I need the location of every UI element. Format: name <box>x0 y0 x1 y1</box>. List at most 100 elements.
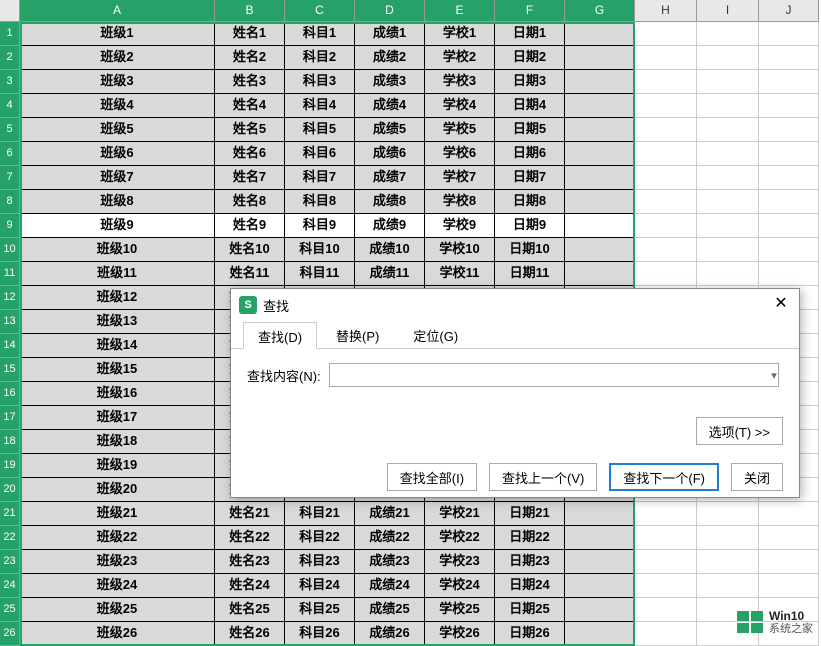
cell[interactable] <box>697 22 759 46</box>
cell[interactable]: 成绩7 <box>355 166 425 190</box>
cell[interactable]: 姓名3 <box>215 70 285 94</box>
cell[interactable]: 班级16 <box>20 382 215 406</box>
cell[interactable] <box>635 46 697 70</box>
cell[interactable]: 姓名4 <box>215 94 285 118</box>
cell[interactable] <box>635 622 697 646</box>
cell[interactable]: 日期26 <box>495 622 565 646</box>
row-header[interactable]: 5 <box>0 118 20 142</box>
row-header[interactable]: 22 <box>0 526 20 550</box>
row-header[interactable]: 6 <box>0 142 20 166</box>
row-header[interactable]: 4 <box>0 94 20 118</box>
cell[interactable]: 日期7 <box>495 166 565 190</box>
find-next-button[interactable]: 查找下一个(F) <box>609 463 719 491</box>
row-header[interactable]: 20 <box>0 478 20 502</box>
cell[interactable]: 学校11 <box>425 262 495 286</box>
cell[interactable]: 学校6 <box>425 142 495 166</box>
cell[interactable] <box>565 46 635 70</box>
col-header-I[interactable]: I <box>697 0 759 22</box>
cell[interactable]: 姓名6 <box>215 142 285 166</box>
cell[interactable]: 学校10 <box>425 238 495 262</box>
cell[interactable] <box>635 238 697 262</box>
tab-定位(G)[interactable]: 定位(G) <box>398 321 473 348</box>
cell[interactable]: 学校23 <box>425 550 495 574</box>
cell[interactable]: 班级21 <box>20 502 215 526</box>
cell[interactable]: 成绩2 <box>355 46 425 70</box>
cell[interactable]: 学校2 <box>425 46 495 70</box>
cell[interactable]: 学校21 <box>425 502 495 526</box>
cell[interactable] <box>565 22 635 46</box>
cell[interactable]: 姓名8 <box>215 190 285 214</box>
cell[interactable]: 班级12 <box>20 286 215 310</box>
cell[interactable] <box>565 190 635 214</box>
cell[interactable]: 班级26 <box>20 622 215 646</box>
cell[interactable]: 科目8 <box>285 190 355 214</box>
row-header[interactable]: 18 <box>0 430 20 454</box>
col-header-D[interactable]: D <box>355 0 425 22</box>
cell[interactable]: 科目10 <box>285 238 355 262</box>
cell[interactable]: 科目4 <box>285 94 355 118</box>
cell[interactable]: 日期21 <box>495 502 565 526</box>
cell[interactable] <box>635 574 697 598</box>
cell[interactable] <box>697 574 759 598</box>
cell[interactable] <box>759 502 819 526</box>
col-header-G[interactable]: G <box>565 0 635 22</box>
cell[interactable] <box>565 574 635 598</box>
chevron-down-icon[interactable]: ▾ <box>765 369 783 382</box>
cell[interactable]: 科目7 <box>285 166 355 190</box>
options-button[interactable]: 选项(T) >> <box>696 417 783 445</box>
cell[interactable]: 科目3 <box>285 70 355 94</box>
row-header[interactable]: 24 <box>0 574 20 598</box>
cell[interactable] <box>697 262 759 286</box>
cell[interactable]: 学校26 <box>425 622 495 646</box>
cell[interactable]: 科目11 <box>285 262 355 286</box>
cell[interactable]: 成绩5 <box>355 118 425 142</box>
cell[interactable]: 日期1 <box>495 22 565 46</box>
cell[interactable]: 科目22 <box>285 526 355 550</box>
cell[interactable]: 成绩8 <box>355 190 425 214</box>
row-header[interactable]: 15 <box>0 358 20 382</box>
cell[interactable] <box>565 550 635 574</box>
row-header[interactable]: 1 <box>0 22 20 46</box>
cell[interactable]: 姓名1 <box>215 22 285 46</box>
cell[interactable]: 班级19 <box>20 454 215 478</box>
row-header[interactable]: 19 <box>0 454 20 478</box>
cell[interactable] <box>697 46 759 70</box>
col-header-C[interactable]: C <box>285 0 355 22</box>
find-prev-button[interactable]: 查找上一个(V) <box>489 463 597 491</box>
cell[interactable] <box>635 70 697 94</box>
cell[interactable] <box>759 70 819 94</box>
cell[interactable] <box>635 166 697 190</box>
cell[interactable] <box>759 574 819 598</box>
cell[interactable]: 班级9 <box>20 214 215 238</box>
cell[interactable]: 日期8 <box>495 190 565 214</box>
cell[interactable]: 科目6 <box>285 142 355 166</box>
find-all-button[interactable]: 查找全部(I) <box>387 463 477 491</box>
cell[interactable]: 科目23 <box>285 550 355 574</box>
cell[interactable]: 成绩9 <box>355 214 425 238</box>
cell[interactable]: 日期3 <box>495 70 565 94</box>
cell[interactable]: 成绩21 <box>355 502 425 526</box>
cell[interactable]: 日期4 <box>495 94 565 118</box>
cell[interactable] <box>565 598 635 622</box>
col-header-H[interactable]: H <box>635 0 697 22</box>
cell[interactable] <box>635 214 697 238</box>
close-icon[interactable]: ✕ <box>771 295 791 315</box>
cell[interactable]: 学校25 <box>425 598 495 622</box>
cell[interactable]: 班级17 <box>20 406 215 430</box>
cell[interactable]: 学校3 <box>425 70 495 94</box>
cell[interactable] <box>565 70 635 94</box>
cell[interactable]: 日期9 <box>495 214 565 238</box>
cell[interactable] <box>759 550 819 574</box>
cell[interactable]: 成绩1 <box>355 22 425 46</box>
cell[interactable] <box>697 502 759 526</box>
cell[interactable]: 班级10 <box>20 238 215 262</box>
row-header[interactable]: 7 <box>0 166 20 190</box>
cell[interactable] <box>697 526 759 550</box>
cell[interactable]: 成绩22 <box>355 526 425 550</box>
cell[interactable]: 日期2 <box>495 46 565 70</box>
cell[interactable] <box>635 142 697 166</box>
cell[interactable] <box>759 166 819 190</box>
cell[interactable] <box>697 94 759 118</box>
cell[interactable]: 学校7 <box>425 166 495 190</box>
cell[interactable] <box>565 94 635 118</box>
